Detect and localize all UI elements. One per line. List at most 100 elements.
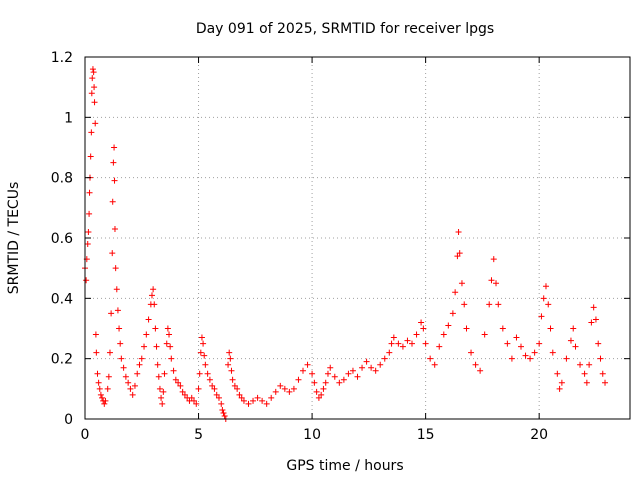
data-point: [318, 391, 325, 398]
data-point: [324, 370, 331, 377]
data-point: [112, 265, 119, 272]
data-point: [167, 343, 174, 350]
data-point: [106, 349, 113, 356]
x-tick-label: 20: [530, 427, 548, 443]
data-point: [92, 331, 99, 338]
data-point: [209, 382, 216, 389]
data-point: [231, 382, 238, 389]
y-tick-label: 0.4: [51, 291, 73, 307]
data-point: [315, 394, 322, 401]
data-point: [95, 379, 102, 386]
data-point: [586, 361, 593, 368]
data-point: [161, 370, 168, 377]
data-point: [536, 340, 543, 347]
data-point: [540, 295, 547, 302]
data-point: [109, 198, 116, 205]
data-point: [259, 397, 266, 404]
axis-ticks: 0 5 10 15 20 0 0.2 0.4 0.6 0.8 1 1.2: [51, 50, 630, 443]
data-point: [531, 349, 538, 356]
data-point: [83, 277, 90, 284]
data-point: [118, 355, 125, 362]
data-point: [204, 370, 211, 377]
data-point: [91, 99, 98, 106]
data-point: [327, 364, 334, 371]
x-tick-label: 10: [303, 427, 321, 443]
data-point: [215, 394, 222, 401]
data-point: [542, 283, 549, 290]
data-point: [191, 397, 197, 404]
data-point: [96, 385, 103, 392]
data-point: [196, 370, 203, 377]
data-point: [563, 355, 570, 362]
data-point: [195, 385, 202, 392]
data-point: [468, 349, 475, 356]
data-point: [88, 90, 95, 97]
data-point: [166, 331, 173, 338]
data-point: [136, 361, 143, 368]
data-point: [386, 349, 393, 356]
data-point: [111, 177, 118, 184]
data-point: [436, 343, 443, 350]
data-point: [152, 325, 159, 332]
data-point: [311, 379, 318, 386]
data-point: [221, 412, 228, 419]
data-point: [418, 319, 425, 326]
data-point: [395, 340, 402, 347]
data-point: [409, 340, 415, 347]
data-point: [268, 394, 275, 401]
data-point: [472, 361, 479, 368]
data-point: [134, 370, 141, 377]
data-point: [109, 250, 116, 257]
data-point: [170, 367, 177, 374]
data-point: [188, 394, 195, 401]
data-point: [193, 400, 200, 407]
data-point: [229, 376, 236, 383]
data-point: [554, 370, 561, 377]
data-point: [156, 385, 163, 392]
data-point: [211, 385, 218, 392]
data-point: [455, 228, 462, 235]
data-point: [322, 379, 329, 386]
data-point: [458, 280, 465, 287]
data-point: [116, 325, 123, 332]
data-point: [556, 385, 563, 392]
x-tick-label: 15: [417, 427, 435, 443]
x-tick-label: 0: [81, 427, 90, 443]
data-point: [138, 355, 145, 362]
y-tick-label: 0.8: [51, 171, 73, 187]
data-point: [549, 349, 556, 356]
data-point: [97, 391, 104, 398]
data-point: [228, 367, 235, 374]
data-point: [572, 343, 579, 350]
data-point: [225, 361, 232, 368]
data-point: [567, 337, 574, 344]
data-point: [129, 391, 136, 398]
data-point: [127, 385, 134, 392]
data-point: [99, 394, 106, 401]
data-point: [272, 388, 279, 395]
data-point: [245, 400, 252, 407]
data-point: [120, 364, 127, 371]
data-point: [84, 241, 91, 248]
data-point: [150, 286, 157, 293]
data-point: [236, 391, 243, 398]
data-point: [277, 382, 284, 389]
data-point: [597, 355, 604, 362]
data-point: [399, 343, 406, 350]
y-tick-label: 1.2: [51, 50, 73, 66]
chart-title: Day 091 of 2025, SRMTID for receiver lpg…: [196, 21, 494, 37]
data-point: [122, 373, 129, 380]
y-tick-label: 0.6: [51, 231, 73, 247]
data-point: [413, 331, 420, 338]
data-point: [445, 322, 452, 329]
data-point: [111, 144, 118, 151]
data-point: [309, 370, 316, 377]
data-point: [145, 316, 152, 323]
data-point: [86, 189, 93, 196]
data-point: [420, 325, 427, 332]
data-point: [336, 379, 343, 386]
data-point: [153, 343, 160, 350]
data-point: [168, 355, 175, 362]
data-point: [490, 256, 497, 263]
